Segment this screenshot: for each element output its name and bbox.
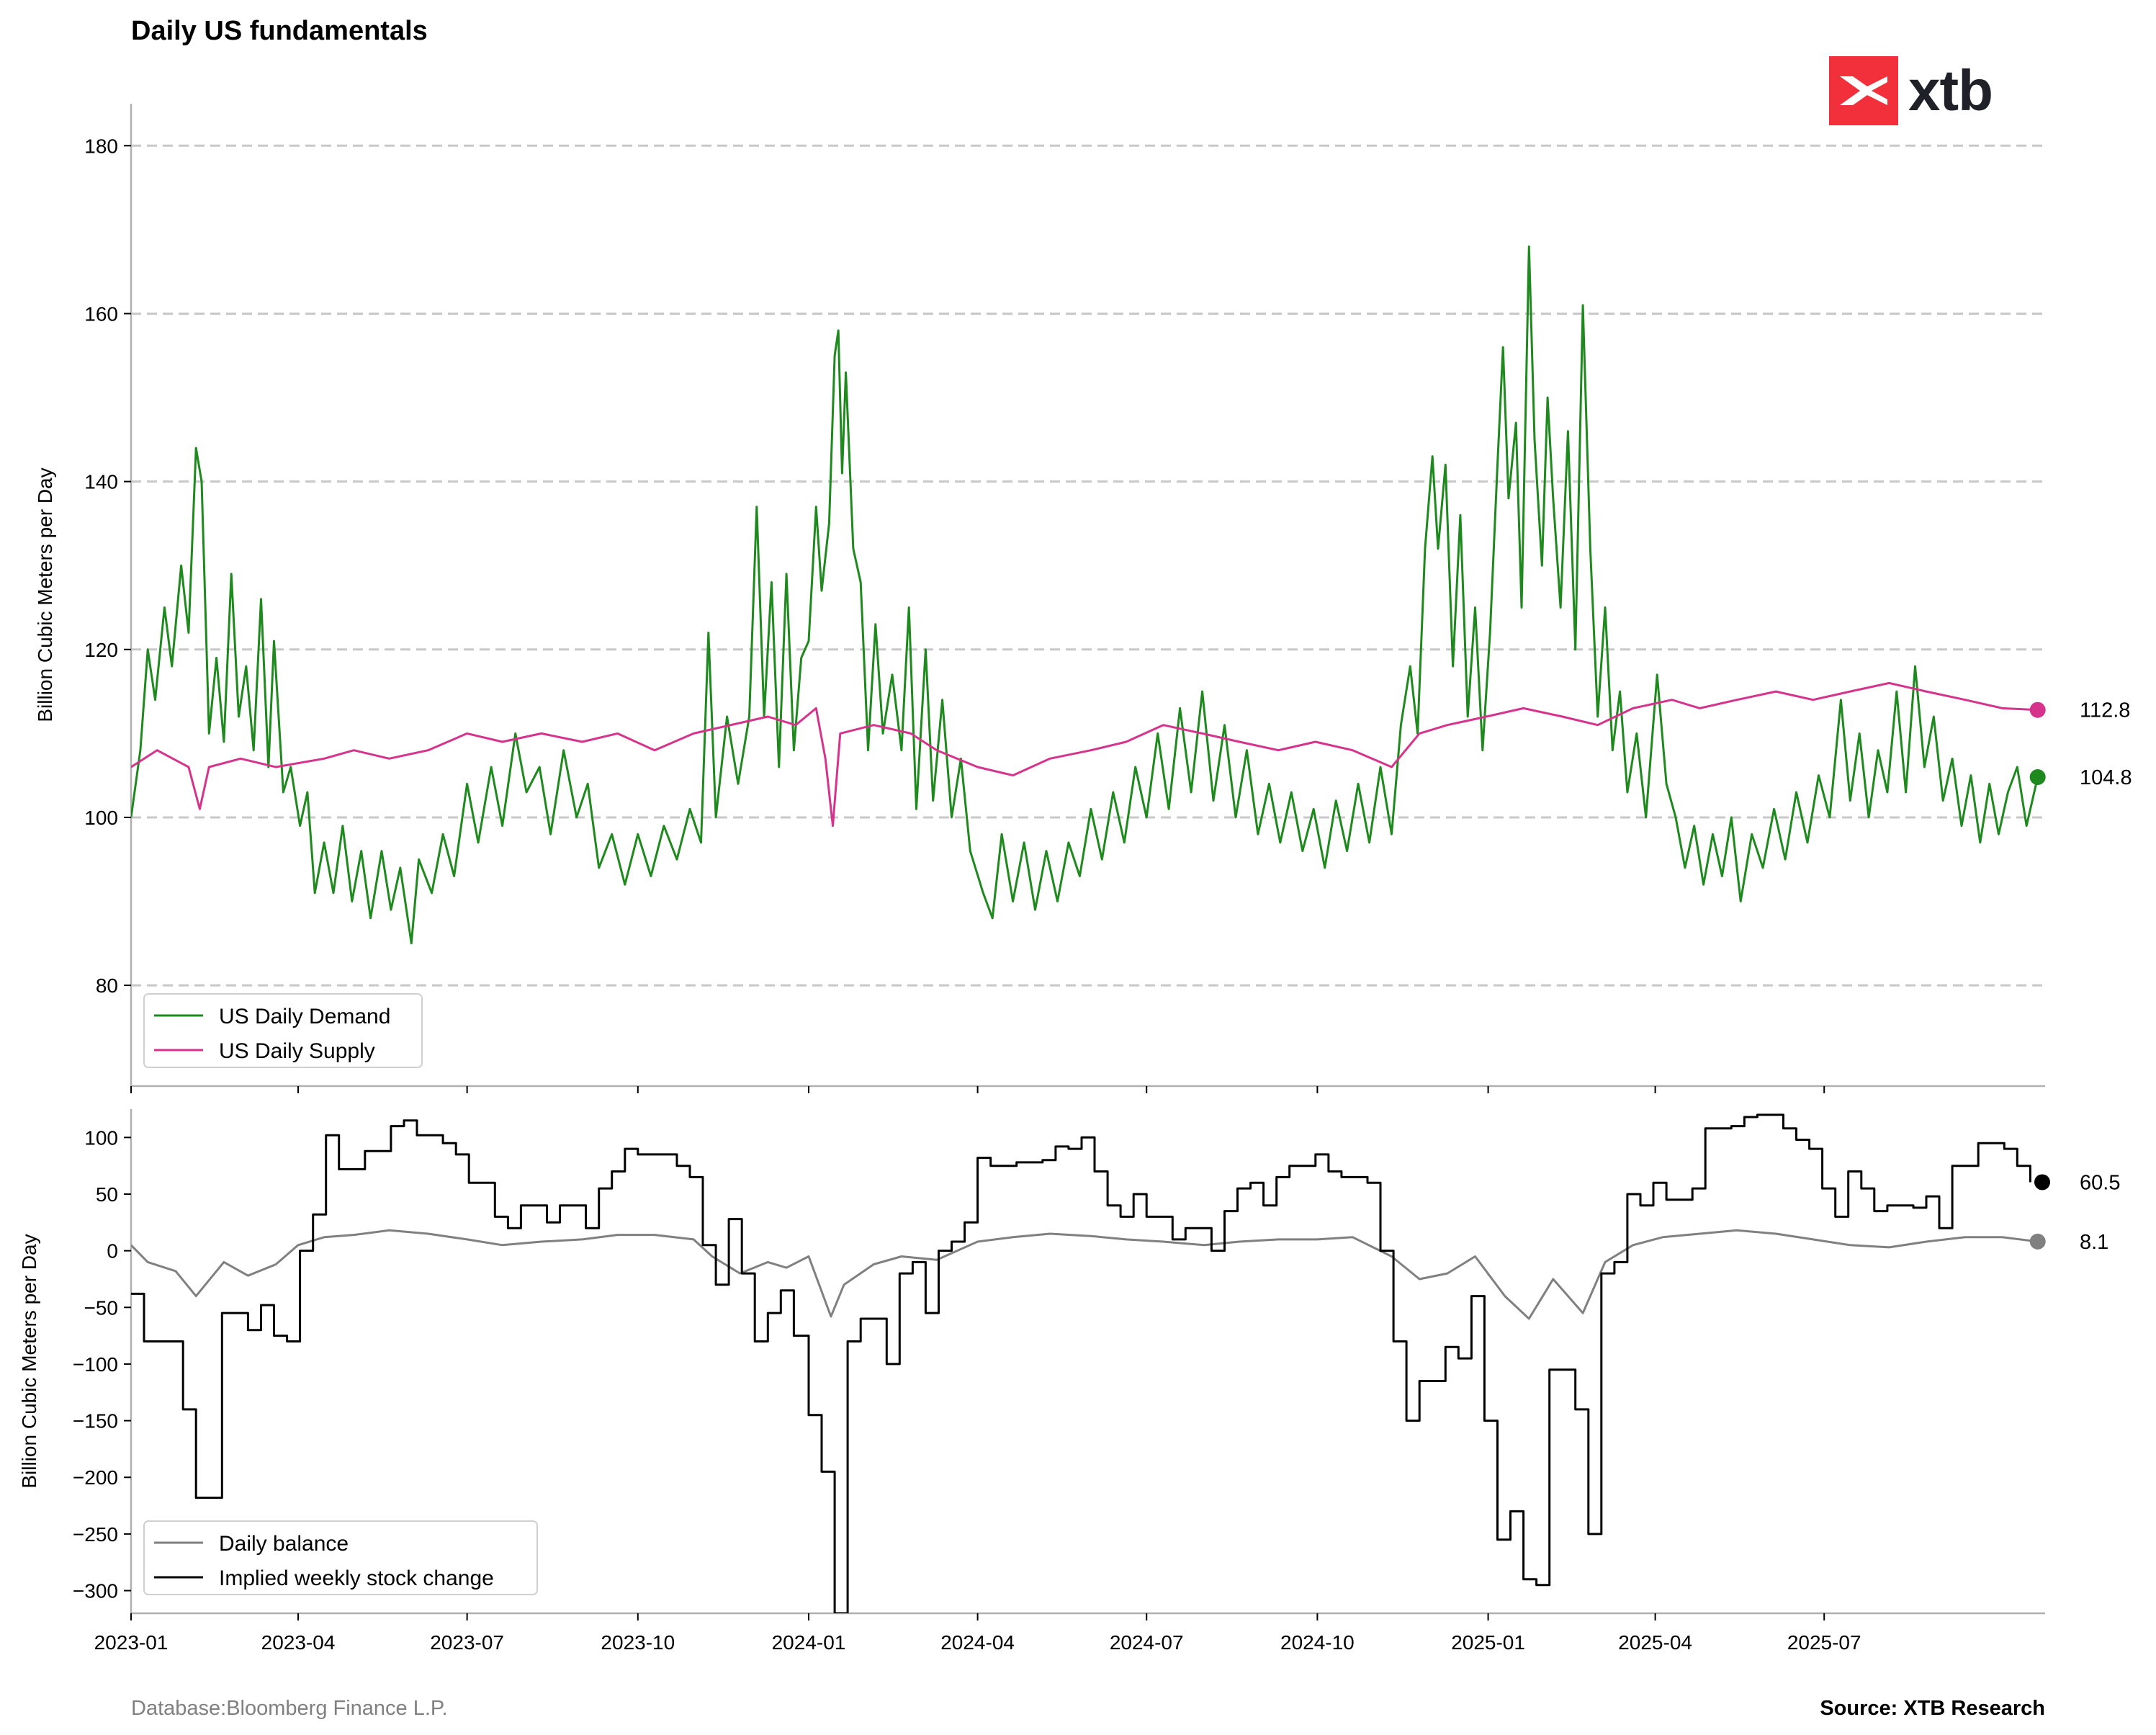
x-tick-label: 2025-07 xyxy=(1787,1631,1861,1654)
x-tick-label: 2024-04 xyxy=(940,1631,1015,1654)
y-axis-title: Billion Cubic Meters per Day xyxy=(34,467,56,722)
end-marker xyxy=(2029,701,2046,718)
y-tick-label: −150 xyxy=(73,1410,118,1433)
xtb-logo: xtb xyxy=(1829,56,1993,125)
bottom-panel: −300 −250 −200 −150 −100 −50 0 50 100 Billion Cub… xyxy=(18,1109,2120,1654)
series-line-implied-weekly-stock-change xyxy=(131,1113,2031,1613)
chart-title: Daily US fundamentals xyxy=(131,16,428,46)
legend-label: US Daily Supply xyxy=(219,1039,375,1063)
y-tick-label: 100 xyxy=(84,807,118,829)
series-line-us-daily-supply xyxy=(131,681,2038,828)
y-tick-label: 100 xyxy=(84,1126,118,1149)
logo-text: xtb xyxy=(1908,58,1993,122)
x-tick-label: 2025-01 xyxy=(1451,1631,1525,1654)
y-tick-label: −250 xyxy=(73,1523,118,1546)
legend-label: US Daily Demand xyxy=(219,1005,390,1028)
source-note: Source: XTB Research xyxy=(1820,1697,2045,1720)
end-marker xyxy=(2034,1174,2050,1191)
end-value-label: 60.5 xyxy=(2080,1171,2120,1194)
y-tick-label: 0 xyxy=(107,1240,118,1263)
x-tick-label: 2024-01 xyxy=(772,1631,846,1654)
xtb-x-icon xyxy=(1829,56,1898,125)
y-tick-label: 140 xyxy=(84,471,118,493)
y-tick-label: −100 xyxy=(73,1353,118,1376)
series-line-us-daily-demand xyxy=(131,245,2039,945)
y-tick-label: 120 xyxy=(84,639,118,661)
y-tick-label: 180 xyxy=(84,135,118,157)
end-marker xyxy=(2029,768,2046,785)
end-value-label: 8.1 xyxy=(2080,1231,2108,1254)
y-axis-title: Billion Cubic Meters per Day xyxy=(18,1234,40,1488)
y-tick-label: 50 xyxy=(96,1183,118,1206)
x-tick-label: 2024-07 xyxy=(1110,1631,1184,1654)
y-tick-label: −200 xyxy=(73,1466,118,1489)
legend-label: Daily balance xyxy=(219,1532,349,1556)
series-line-daily-balance xyxy=(131,1229,2038,1320)
legend-label: Implied weekly stock change xyxy=(219,1566,494,1590)
top-panel: 80 100 120 140 160 180 Billion Cubic Meters pe… xyxy=(34,104,2132,1093)
y-tick-label: −300 xyxy=(73,1580,118,1602)
end-value-label: 104.8 xyxy=(2080,766,2132,789)
x-tick-label: 2023-01 xyxy=(94,1631,169,1654)
end-marker xyxy=(2029,1233,2046,1250)
x-tick-label: 2023-07 xyxy=(430,1631,504,1654)
legend xyxy=(143,1520,538,1595)
x-tick-label: 2024-10 xyxy=(1280,1631,1355,1654)
y-tick-label: 80 xyxy=(96,974,118,997)
x-tick-label: 2025-04 xyxy=(1618,1631,1692,1654)
x-tick-label: 2023-04 xyxy=(261,1631,336,1654)
end-value-label: 112.8 xyxy=(2080,699,2130,722)
database-note: Database:Bloomberg Finance L.P. xyxy=(131,1697,448,1720)
legend xyxy=(143,993,423,1068)
y-tick-label: 160 xyxy=(84,302,118,325)
y-tick-label: −50 xyxy=(84,1296,119,1319)
x-tick-label: 2023-10 xyxy=(601,1631,675,1654)
